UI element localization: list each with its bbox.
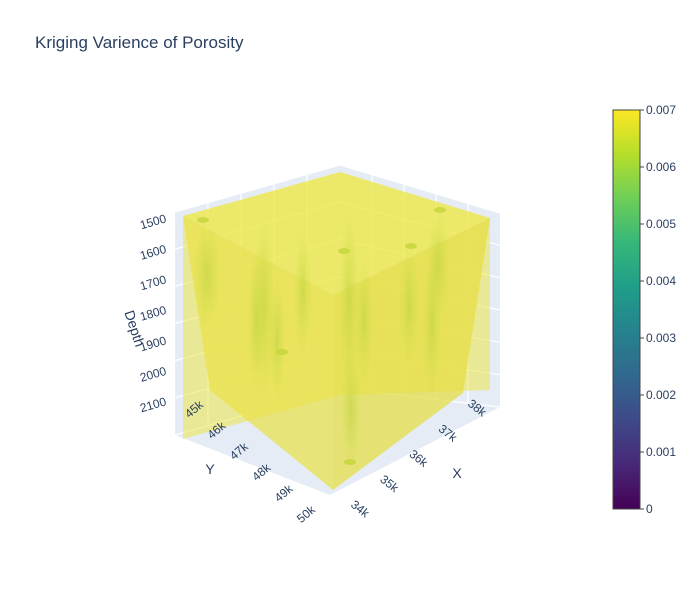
low-variance-columns	[194, 207, 449, 470]
low-variance-column	[269, 280, 285, 400]
low-variance-column	[339, 210, 359, 390]
x-axis-title: X	[452, 465, 462, 481]
gridline	[174, 164, 501, 214]
low-variance-spot	[197, 217, 209, 223]
low-variance-column	[194, 220, 220, 330]
low-variance-column	[399, 245, 419, 365]
x-tick-label: 35k	[377, 472, 402, 496]
depth-tick-label: 1500	[138, 211, 168, 232]
low-variance-spot	[434, 207, 446, 213]
depth-tick-label: 1700	[138, 272, 168, 293]
low-variance-spot	[344, 459, 356, 465]
volume-top-face	[183, 172, 490, 295]
low-variance-column	[294, 230, 312, 354]
low-variance-spot	[405, 243, 417, 249]
colorbar-tick-label: 0.002	[646, 388, 676, 402]
colorbar-tick-labels: 0 0.001 0.002 0.003 0.004 0.005 0.006 0.007	[640, 103, 676, 516]
x-tick-label: 34k	[348, 497, 373, 521]
y-tick-label: 49k	[272, 481, 297, 505]
colorbar-tick-label: 0.004	[646, 274, 676, 288]
depth-tick-label: 2000	[138, 364, 168, 385]
depth-tick-label: 1800	[138, 303, 168, 324]
low-variance-spot	[338, 248, 350, 254]
low-variance-column	[248, 250, 264, 390]
colorbar[interactable]	[612, 109, 641, 510]
colorbar-tick-label: 0	[646, 502, 653, 516]
y-tick-label: 50k	[294, 502, 319, 526]
low-variance-column	[423, 255, 441, 395]
low-variance-column	[355, 260, 373, 380]
colorbar-tick-label: 0.007	[646, 103, 676, 117]
low-variance-spot	[276, 349, 288, 355]
chart-title: Kriging Varience of Porosity	[35, 33, 244, 52]
colorbar-tick-label: 0.003	[646, 331, 676, 345]
depth-tick-label: 2100	[138, 394, 168, 415]
colorbar-tick-label: 0.005	[646, 217, 676, 231]
low-variance-column	[341, 350, 361, 470]
depth-tick-label: 1600	[138, 242, 168, 263]
y-axis-title: Y	[205, 461, 215, 477]
colorbar-tick-label: 0.001	[646, 445, 676, 459]
colorbar-tick-label: 0.006	[646, 160, 676, 174]
